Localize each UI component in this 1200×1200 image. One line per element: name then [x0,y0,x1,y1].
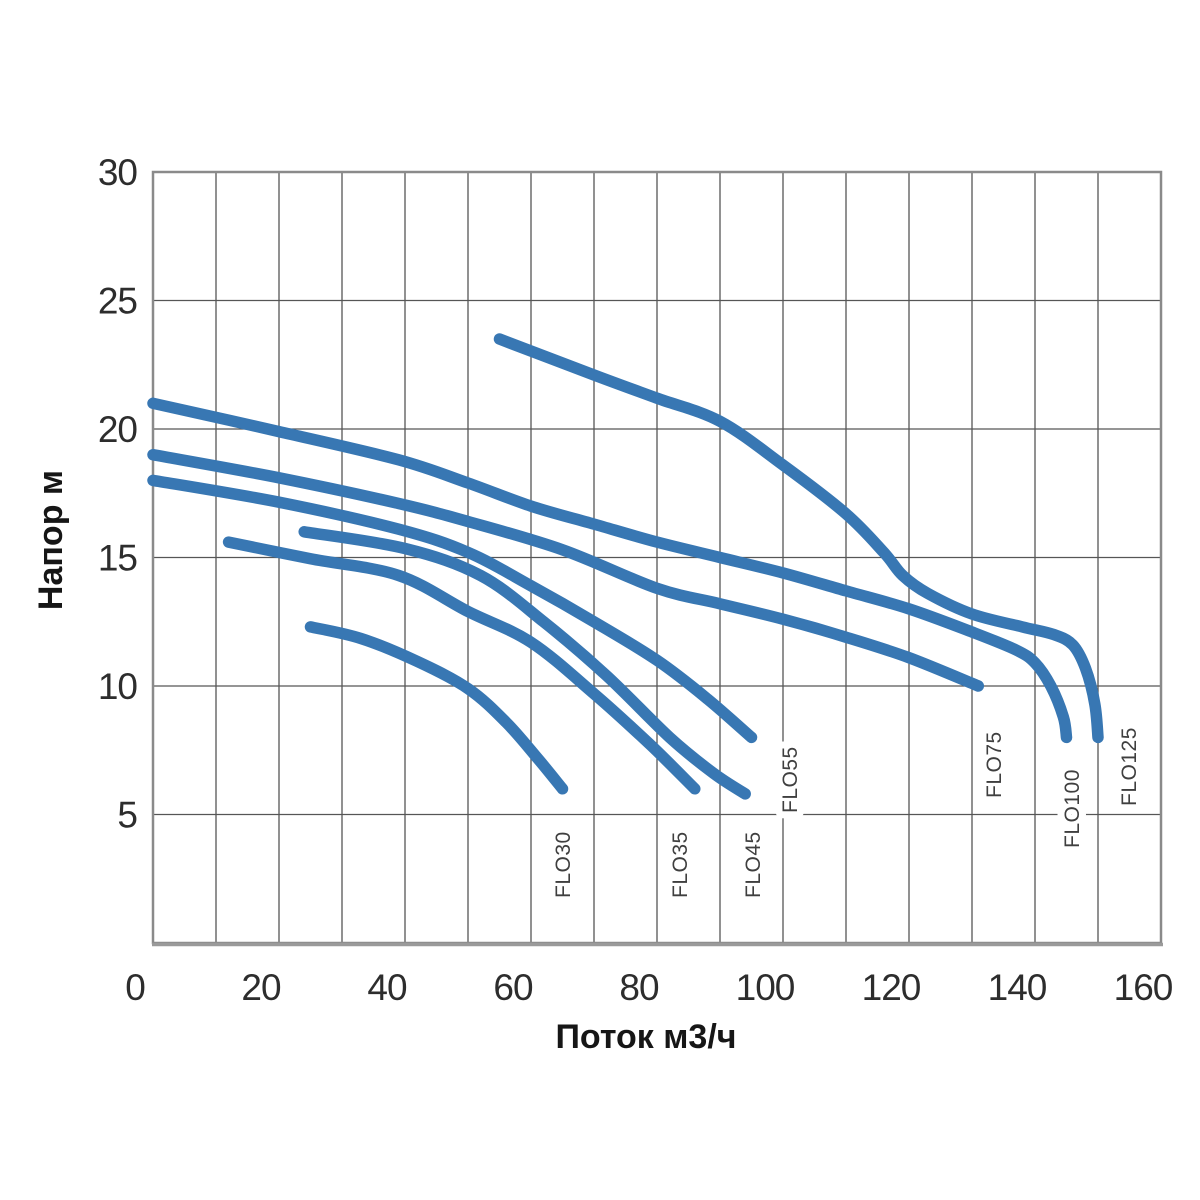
y-tick-label-15: 15 [98,538,138,579]
curve-FLO35 [222,536,701,795]
curve-label-FLO55: FLO55 [779,746,802,813]
x-tick-label-40: 40 [367,967,407,1008]
curve-FLO45 [298,526,751,800]
x-tick-label-160: 160 [1114,967,1173,1008]
curve-FLO55 [147,474,758,744]
curve-label-FLO100: FLO100 [1061,769,1084,848]
curve-label-FLO30: FLO30 [552,831,575,898]
curve-label-FLO45: FLO45 [742,831,765,898]
curve-FLO30 [304,621,569,795]
curve-FLO75 [147,448,985,692]
curve-label-FLO75: FLO75 [983,731,1006,798]
x-tick-label-120: 120 [862,967,921,1008]
pump-curves [147,333,1104,800]
y-tick-label-30: 30 [98,152,138,193]
x-tick-label-60: 60 [493,967,533,1008]
y-axis-title: Напор м [32,470,70,610]
x-tick-label-100: 100 [736,967,795,1008]
y-tick-label-5: 5 [117,795,137,836]
curve-label-FLO125: FLO125 [1118,727,1141,806]
y-tick-label-10: 10 [98,666,138,707]
x-tick-label-0: 0 [125,967,145,1008]
y-tick-label-25: 25 [98,281,138,322]
curve-FLO125 [493,333,1104,744]
x-tick-label-80: 80 [619,967,659,1008]
curve-FLO100 [147,397,1073,744]
grid [151,170,1163,947]
curve-label-FLO35: FLO35 [669,831,692,898]
y-tick-label-20: 20 [98,409,138,450]
axis-tick-labels: 0 20 40 60 80 100 120 140 160 30 25 20 15 10 5 [98,152,1174,1008]
x-tick-label-20: 20 [241,967,281,1008]
x-axis-title: Поток м3/ч [555,1018,736,1056]
x-tick-label-140: 140 [988,967,1047,1008]
